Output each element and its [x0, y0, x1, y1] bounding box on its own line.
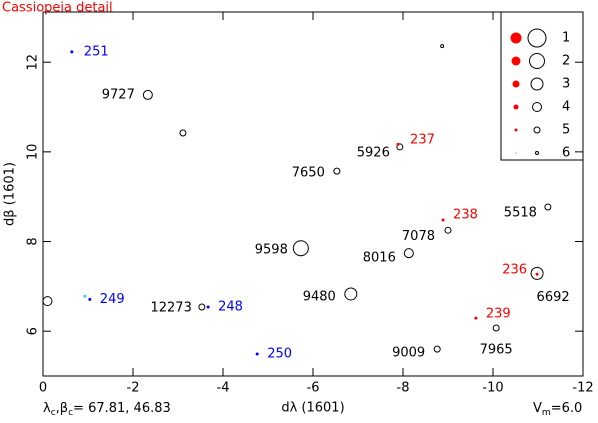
footer-part: V [533, 401, 542, 416]
point-label: 249 [100, 292, 125, 307]
x-tick-label: -12 [572, 381, 593, 396]
point-label: 250 [267, 347, 292, 362]
point-label: 5518 [504, 206, 537, 221]
star-circle [344, 287, 358, 301]
x-tick-label: 0 [39, 381, 47, 396]
footer-part: =6.0 [551, 401, 583, 416]
point-label: 9480 [303, 289, 336, 304]
chart-title: Cassiopeia detail [2, 1, 113, 16]
point-label: 5926 [357, 145, 390, 160]
star-circle [403, 248, 414, 259]
legend-label: 2 [562, 54, 570, 69]
star-circle [292, 240, 309, 257]
point-label: 251 [84, 44, 109, 59]
x-tick-label: -8 [397, 381, 410, 396]
point-label: 9598 [255, 243, 288, 258]
star-circle [530, 266, 544, 280]
legend-label: 5 [562, 123, 570, 138]
y-tick-label: 8 [26, 237, 41, 245]
legend-label: 1 [562, 31, 570, 46]
point-label: 239 [486, 307, 511, 322]
y-tick-label: 12 [26, 54, 41, 71]
star-circle [444, 226, 452, 234]
legend-circle [533, 126, 541, 134]
legend-label: 3 [562, 77, 570, 92]
star-dot [441, 218, 445, 222]
point-label: 7965 [480, 343, 513, 358]
star-dot [396, 142, 400, 146]
footer-part: = 67.81, 46.83 [73, 401, 171, 416]
point-label: 236 [502, 263, 527, 278]
star-dot [83, 294, 87, 298]
point-label: 7650 [292, 166, 325, 181]
footer-sub: c [68, 408, 73, 418]
legend-dot [510, 32, 522, 44]
footer-part: ,β [56, 401, 68, 416]
legend-dot [515, 152, 517, 154]
footer-right: Vm=6.0 [533, 401, 582, 418]
star-circle [42, 296, 53, 307]
star-dot [88, 297, 92, 301]
footer-sub: m [542, 408, 551, 418]
star-dot [535, 272, 539, 276]
star-circle [433, 345, 441, 353]
x-tick-label: -2 [127, 381, 140, 396]
legend-circle [535, 151, 539, 155]
star-dot [255, 352, 259, 356]
star-circle [179, 129, 187, 137]
point-label: 248 [218, 299, 243, 314]
star-dot [474, 316, 478, 320]
star-dot [206, 305, 210, 309]
star-circle [333, 167, 341, 175]
star-circle [544, 203, 552, 211]
legend-label: 6 [562, 146, 570, 161]
footer-left: λc,βc= 67.81, 46.83 [43, 401, 171, 418]
legend-circle [530, 77, 544, 91]
x-axis-label: dλ (1601) [281, 401, 344, 416]
star-dot [70, 50, 74, 54]
star-circle [142, 89, 153, 100]
point-label: 237 [410, 133, 435, 148]
legend-circle [529, 53, 545, 69]
legend-dot [512, 80, 520, 88]
y-axis-label: dβ (1601) [3, 162, 18, 226]
legend-label: 4 [562, 100, 570, 115]
y-tick-label: 6 [26, 327, 41, 335]
legend-dot [511, 56, 521, 66]
star-circle [198, 303, 206, 311]
legend-dot [514, 128, 518, 132]
point-label: 6692 [537, 290, 570, 305]
star-circle [396, 143, 404, 151]
footer-sub: c [51, 408, 56, 418]
point-label: 9727 [102, 87, 135, 102]
point-label: 9009 [392, 346, 425, 361]
legend-circle [532, 102, 542, 112]
x-tick-label: -6 [307, 381, 320, 396]
footer-part: λ [43, 401, 51, 416]
point-label: 12273 [150, 300, 191, 315]
y-tick-label: 10 [26, 144, 41, 161]
legend-circle [527, 28, 547, 48]
point-label: 238 [453, 208, 478, 223]
star-circle [492, 324, 500, 332]
star-circle [440, 44, 445, 49]
point-label: 7078 [402, 229, 435, 244]
legend-dot [513, 104, 519, 110]
point-label: 8016 [363, 251, 396, 266]
x-tick-label: -10 [482, 381, 503, 396]
x-tick-label: -4 [217, 381, 230, 396]
